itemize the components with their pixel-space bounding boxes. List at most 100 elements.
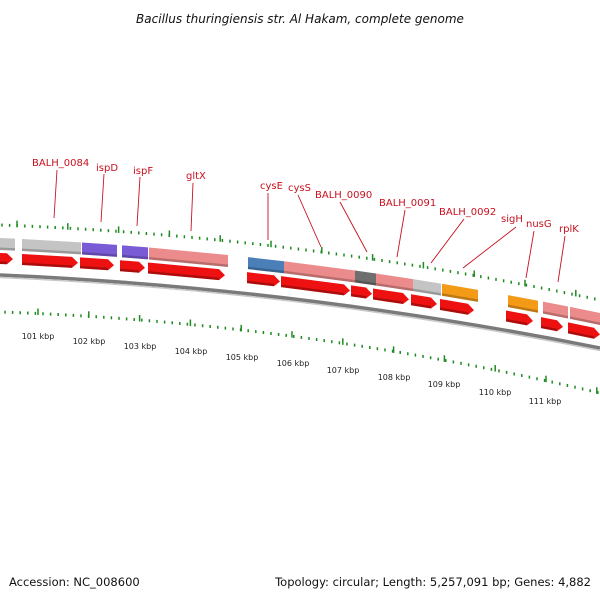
cds-arrow-shade [373, 296, 403, 305]
gene-label[interactable]: ispF [133, 166, 153, 177]
genome-backbone-shadow [0, 276, 600, 352]
feature-track [0, 238, 600, 325]
cds-arrow-shade [22, 262, 72, 268]
feature-block [284, 261, 355, 283]
cds-arrow [247, 272, 280, 287]
cds-arrow-shade [80, 265, 108, 271]
cds-arrow-track [0, 253, 600, 339]
kbp-label: 107 kbp [327, 366, 360, 375]
label-leader-line [396, 209, 406, 258]
cds-arrow-shade [440, 307, 468, 315]
genome-summary-text: Topology: circular; Length: 5,257,091 bp… [274, 575, 591, 589]
feature-block-shade [543, 311, 568, 319]
cds-arrow [120, 260, 145, 273]
kbp-label: 108 kbp [378, 373, 411, 382]
label-leader-line [462, 226, 517, 269]
feature-block-shade [355, 280, 376, 286]
feature-block-shade [82, 251, 117, 257]
feature-block-shade [0, 247, 15, 251]
cds-arrow [568, 322, 600, 339]
feature-block-shade [376, 283, 413, 292]
gene-labels: BALH_0084 ispD ispF gltX cysE cysS BALH_… [32, 158, 579, 235]
gene-label[interactable]: gltX [186, 171, 206, 182]
label-leader-line [557, 235, 566, 283]
feature-block-shade [22, 248, 81, 255]
label-leader-line [430, 218, 465, 264]
cds-arrow [148, 262, 225, 281]
feature-block-shade [284, 270, 355, 283]
cds-arrow-shade [148, 270, 219, 281]
kbp-axis-labels: 101 kbp 102 kbp 103 kbp 104 kbp 105 kbp … [22, 332, 562, 406]
cds-arrow-shade [281, 284, 344, 296]
feature-block [22, 239, 81, 255]
feature-block [570, 306, 600, 325]
cds-arrow [281, 276, 350, 296]
gene-label[interactable]: nusG [526, 219, 552, 230]
kbp-label: 104 kbp [175, 347, 208, 356]
kbp-label: 109 kbp [428, 380, 461, 389]
cds-arrow [541, 317, 563, 332]
cds-arrow-shade [247, 280, 274, 287]
label-leader-line [297, 194, 322, 248]
cds-arrow [506, 310, 533, 326]
feature-block-shade [248, 266, 284, 274]
gene-label[interactable]: BALH_0090 [315, 190, 372, 201]
cds-arrow-shade [0, 261, 7, 265]
feature-block-shade [442, 293, 478, 302]
label-leader-line [53, 169, 58, 219]
upper-tick-track [1, 220, 596, 301]
genome-backbone [0, 273, 600, 350]
cds-arrow [22, 254, 78, 268]
cds-arrow-shade [541, 325, 557, 332]
cds-arrow-shade [568, 330, 594, 339]
feature-block [122, 245, 148, 260]
feature-block-shade [149, 256, 228, 267]
cds-arrow [440, 298, 474, 315]
cds-arrow-shade [120, 268, 139, 273]
label-leader-line [339, 201, 368, 253]
cds-arrow [411, 294, 437, 309]
feature-block [413, 279, 441, 296]
lower-tick-track [4, 308, 599, 394]
gene-label[interactable]: cysE [260, 181, 283, 192]
feature-block-shade [570, 316, 600, 325]
gene-label[interactable]: rplK [559, 224, 579, 235]
accession-text: Accession: NC_008600 [9, 575, 140, 589]
feature-block [376, 273, 413, 292]
gene-label[interactable]: BALH_0092 [439, 207, 496, 218]
label-leader-line [190, 182, 194, 232]
gene-label[interactable]: cysS [288, 183, 311, 194]
gene-label[interactable]: BALH_0084 [32, 158, 89, 169]
kbp-label: 102 kbp [73, 337, 106, 346]
gene-label[interactable]: BALH_0091 [379, 198, 436, 209]
kbp-label: 101 kbp [22, 332, 55, 341]
cds-arrow-shade [351, 293, 366, 299]
gene-label[interactable]: ispD [96, 163, 118, 174]
kbp-label: 105 kbp [226, 353, 259, 362]
cds-arrow-shade [506, 318, 527, 326]
feature-block [508, 295, 538, 313]
feature-block [82, 242, 117, 257]
label-leader-line [100, 173, 105, 223]
feature-block [355, 270, 376, 286]
map-title: Bacillus thuringiensis str. Al Hakam, co… [136, 12, 464, 26]
feature-block-shade [122, 254, 148, 260]
cds-arrow [80, 257, 114, 271]
cds-arrow [373, 288, 409, 305]
cds-arrow [0, 253, 13, 265]
feature-block [149, 247, 228, 267]
gene-label[interactable]: sigH [501, 214, 523, 225]
label-leader-line [136, 176, 141, 227]
feature-block-shade [508, 304, 538, 313]
kbp-label: 111 kbp [529, 397, 562, 406]
kbp-label: 110 kbp [479, 388, 512, 397]
kbp-label: 103 kbp [124, 342, 157, 351]
cds-arrow-shade [411, 302, 431, 309]
feature-block [248, 257, 284, 274]
feature-block [442, 283, 478, 302]
kbp-label: 106 kbp [277, 359, 310, 368]
feature-block [543, 301, 568, 319]
cds-arrow [351, 285, 372, 299]
label-leader-line [525, 230, 535, 279]
